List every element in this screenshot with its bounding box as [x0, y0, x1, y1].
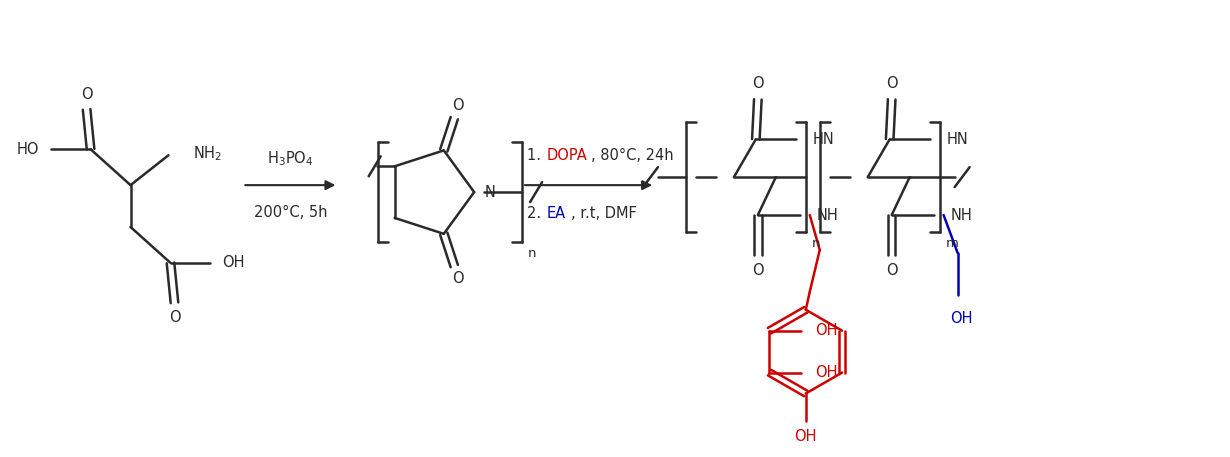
Text: N: N: [485, 185, 494, 200]
Text: NH: NH: [951, 207, 973, 223]
Text: OH: OH: [223, 255, 245, 271]
Text: H$_3$PO$_4$: H$_3$PO$_4$: [267, 149, 314, 168]
Text: 2.: 2.: [528, 206, 546, 221]
Text: OH: OH: [815, 365, 838, 380]
Text: NH$_2$: NH$_2$: [193, 144, 223, 163]
Text: NH: NH: [817, 207, 839, 223]
Text: DOPA: DOPA: [547, 148, 588, 163]
Text: O: O: [886, 76, 898, 91]
Text: O: O: [886, 263, 898, 278]
Text: O: O: [169, 310, 181, 325]
Text: n: n: [812, 238, 820, 250]
Text: O: O: [453, 271, 464, 286]
Text: O: O: [752, 263, 764, 278]
Text: HN: HN: [947, 132, 968, 147]
Text: O: O: [752, 76, 764, 91]
Text: 1.: 1.: [528, 148, 546, 163]
Text: n: n: [528, 247, 536, 260]
Text: EA: EA: [547, 206, 566, 221]
Text: OH: OH: [795, 429, 817, 444]
Text: , 80°C, 24h: , 80°C, 24h: [592, 148, 674, 163]
Text: 200°C, 5h: 200°C, 5h: [253, 205, 327, 219]
Text: HO: HO: [16, 142, 38, 157]
Text: m: m: [946, 238, 958, 250]
Text: OH: OH: [815, 323, 838, 338]
Text: HN: HN: [813, 132, 834, 147]
Text: OH: OH: [951, 311, 973, 326]
Text: O: O: [453, 98, 464, 113]
Text: , r.t, DMF: , r.t, DMF: [571, 206, 637, 221]
Text: O: O: [81, 87, 92, 102]
